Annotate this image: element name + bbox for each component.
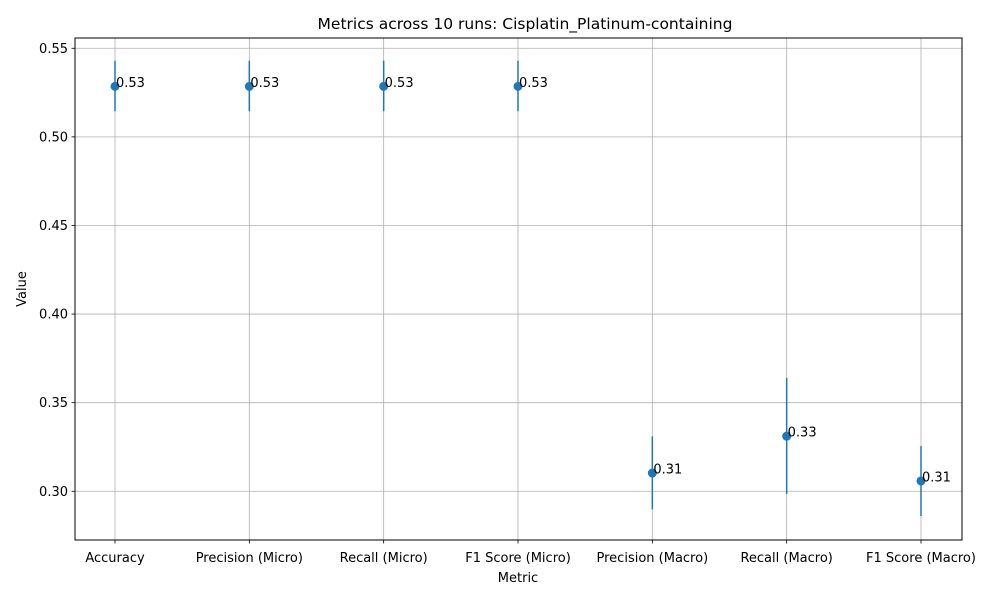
- x-tick-label: Precision (Macro): [597, 551, 709, 566]
- y-tick-label: 0.45: [39, 219, 68, 234]
- x-axis-label: Metric: [498, 571, 538, 586]
- data-point: [244, 81, 254, 91]
- plot-frame: [74, 37, 963, 541]
- data-point: [647, 468, 657, 478]
- data-point: [916, 476, 926, 486]
- data-label: 0.53: [250, 76, 279, 91]
- data-label: 0.53: [116, 76, 145, 91]
- data-point: [379, 81, 389, 91]
- data-label: 0.53: [519, 76, 548, 91]
- x-tick-label: Recall (Macro): [740, 551, 832, 566]
- grid-lines: [75, 38, 962, 540]
- data-point: [782, 431, 792, 441]
- data-point: [513, 81, 523, 91]
- x-axis-ticks: Accuracy Precision (Micro) Recall (Micro) F…: [85, 540, 976, 566]
- chart-title: Metrics across 10 runs: Cisplatin_Platin…: [318, 15, 733, 34]
- data-label: 0.31: [922, 470, 951, 485]
- y-tick-label: 0.50: [39, 130, 68, 145]
- data-label: 0.33: [788, 426, 817, 441]
- data-label: 0.53: [385, 76, 414, 91]
- y-tick-label: 0.35: [39, 396, 68, 411]
- y-axis-ticks: 0.30 0.35 0.40 0.45 0.50 0.55: [39, 42, 75, 500]
- y-tick-label: 0.40: [39, 308, 68, 323]
- x-tick-label: F1 Score (Micro): [465, 551, 571, 566]
- x-tick-label: Precision (Micro): [196, 551, 303, 566]
- y-tick-label: 0.30: [39, 485, 68, 500]
- data-marks: 0.53 0.53 0.53 0.53 0.31 0.33 0.31: [110, 60, 951, 517]
- x-tick-label: Accuracy: [85, 551, 145, 566]
- y-tick-label: 0.55: [39, 42, 68, 57]
- data-point: [110, 81, 120, 91]
- x-tick-label: Recall (Micro): [340, 551, 428, 566]
- y-axis-label: Value: [15, 271, 30, 307]
- x-tick-label: F1 Score (Macro): [866, 551, 976, 566]
- data-label: 0.31: [653, 463, 682, 478]
